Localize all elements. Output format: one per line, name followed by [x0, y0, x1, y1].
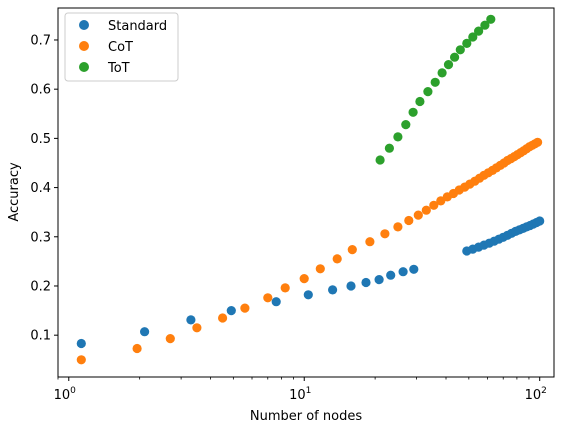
data-points: [76, 14, 545, 365]
point-standard: [346, 281, 356, 291]
y-axis-label: Accuracy: [7, 162, 22, 222]
y-tick-label: 0.7: [30, 33, 51, 48]
x-tick-label: 101: [289, 386, 311, 403]
point-cot: [263, 293, 273, 303]
legend-label-cot: CoT: [108, 40, 133, 55]
point-tot: [450, 52, 460, 62]
point-cot: [165, 334, 175, 344]
point-standard: [140, 327, 150, 337]
point-tot: [474, 26, 484, 36]
point-cot: [365, 237, 375, 247]
x-tick-label: 102: [525, 386, 547, 403]
point-tot: [430, 77, 440, 87]
point-cot: [332, 254, 342, 264]
legend-label-tot: ToT: [107, 61, 130, 76]
point-standard: [409, 264, 419, 274]
point-cot: [76, 355, 86, 365]
legend-marker-standard: [79, 20, 89, 30]
legend: Standard CoT ToT: [64, 12, 179, 82]
point-cot: [315, 264, 325, 274]
point-cot: [429, 200, 439, 210]
x-tick-label: 100: [54, 386, 77, 403]
point-standard: [303, 290, 313, 300]
y-axis-ticks: 0.1 0.2 0.3 0.4 0.5 0.6 0.7: [30, 33, 58, 344]
point-cot: [347, 245, 357, 255]
point-standard: [535, 216, 545, 226]
series-tot: [375, 14, 496, 165]
y-tick-label: 0.4: [30, 181, 51, 196]
point-cot: [380, 229, 390, 239]
legend-frame: [64, 12, 179, 82]
point-cot: [280, 283, 290, 293]
point-cot: [218, 313, 228, 323]
point-tot: [437, 68, 447, 78]
y-tick-label: 0.5: [30, 132, 51, 147]
point-tot: [415, 96, 425, 107]
point-standard: [186, 315, 196, 325]
series-standard: [76, 216, 545, 349]
point-standard: [386, 270, 396, 280]
point-cot: [240, 303, 250, 313]
point-tot: [480, 20, 490, 30]
point-standard: [76, 338, 86, 349]
point-standard: [328, 285, 338, 295]
legend-marker-cot: [79, 41, 89, 51]
point-tot: [384, 143, 394, 153]
point-standard: [374, 275, 384, 285]
legend-label-standard: Standard: [108, 19, 167, 34]
plot-frame: [57, 7, 555, 378]
point-cot: [413, 210, 423, 220]
point-standard: [226, 306, 236, 316]
y-tick-label: 0.1: [30, 329, 51, 344]
point-cot: [421, 205, 431, 215]
point-tot: [401, 120, 411, 130]
x-axis-label: Number of nodes: [250, 409, 362, 424]
point-tot: [408, 107, 418, 117]
point-tot: [468, 32, 478, 42]
point-cot: [132, 343, 142, 354]
x-axis-ticks: 100 101 102: [54, 377, 547, 403]
series-cot: [76, 137, 543, 365]
point-standard: [361, 277, 371, 288]
point-tot: [423, 87, 433, 97]
y-tick-label: 0.3: [30, 230, 51, 245]
point-standard: [398, 267, 408, 277]
point-tot: [393, 132, 403, 142]
point-tot: [443, 60, 454, 70]
point-cot: [393, 222, 403, 232]
legend-marker-tot: [79, 62, 89, 72]
point-tot: [462, 38, 472, 49]
point-tot: [375, 155, 385, 165]
point-cot: [533, 137, 543, 147]
point-cot: [404, 215, 414, 226]
point-standard: [271, 297, 281, 307]
point-tot: [455, 45, 465, 55]
point-cot: [299, 274, 309, 284]
y-tick-label: 0.2: [30, 279, 51, 294]
point-cot: [192, 323, 202, 333]
point-tot: [486, 14, 496, 24]
y-tick-label: 0.6: [30, 83, 51, 98]
